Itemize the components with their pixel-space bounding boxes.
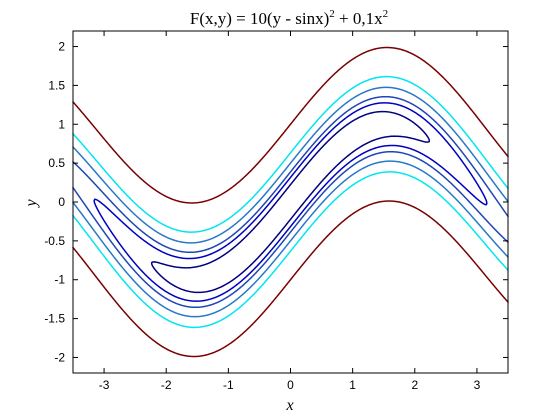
contour-level-1-5 bbox=[72, 95, 509, 309]
contour-level-1 bbox=[93, 102, 488, 302]
y-axis-label: y bbox=[23, 199, 40, 209]
y-tick-label: 1.5 bbox=[48, 78, 65, 92]
y-tick-label: -2 bbox=[54, 350, 65, 364]
title-sup-1: 2 bbox=[329, 8, 335, 20]
chart-title: F(x,y) = 10(y - sinx)2 + 0,1x2 bbox=[190, 8, 388, 28]
y-tick-label: 0.5 bbox=[48, 156, 65, 170]
x-tick-label: -3 bbox=[99, 378, 110, 392]
title-mid: + 0,1x bbox=[335, 9, 383, 28]
title-main: F(x,y) = 10(y - sinx) bbox=[190, 9, 329, 28]
contour-level-10 bbox=[72, 46, 509, 358]
y-tick-label: 1 bbox=[58, 117, 65, 131]
y-tick-label: -1.5 bbox=[44, 312, 65, 326]
y-tick-label: 0 bbox=[58, 195, 65, 209]
x-tick-label: -1 bbox=[223, 378, 234, 392]
x-tick-label: 2 bbox=[411, 378, 418, 392]
x-axis: -3 -2 -1 0 1 2 3 bbox=[99, 31, 481, 392]
contour-level-4 bbox=[72, 75, 509, 329]
contour-level-0-5 bbox=[150, 110, 431, 294]
y-tick-label: 2 bbox=[58, 40, 65, 54]
x-tick-label: 0 bbox=[287, 378, 294, 392]
y-tick-label: -1 bbox=[54, 273, 65, 287]
x-tick-label: -2 bbox=[161, 378, 172, 392]
y-axis: -2 -1.5 -1 -0.5 0 0.5 1 1.5 2 bbox=[44, 40, 508, 364]
contour-lines bbox=[72, 46, 509, 358]
x-tick-label: 3 bbox=[474, 378, 481, 392]
x-tick-label: 1 bbox=[349, 378, 356, 392]
y-tick-label: -0.5 bbox=[44, 234, 65, 248]
contour-level-2-5 bbox=[72, 86, 509, 318]
x-axis-label: x bbox=[285, 397, 293, 414]
title-sup-2: 2 bbox=[383, 8, 389, 20]
plot-area-frame bbox=[72, 30, 509, 374]
